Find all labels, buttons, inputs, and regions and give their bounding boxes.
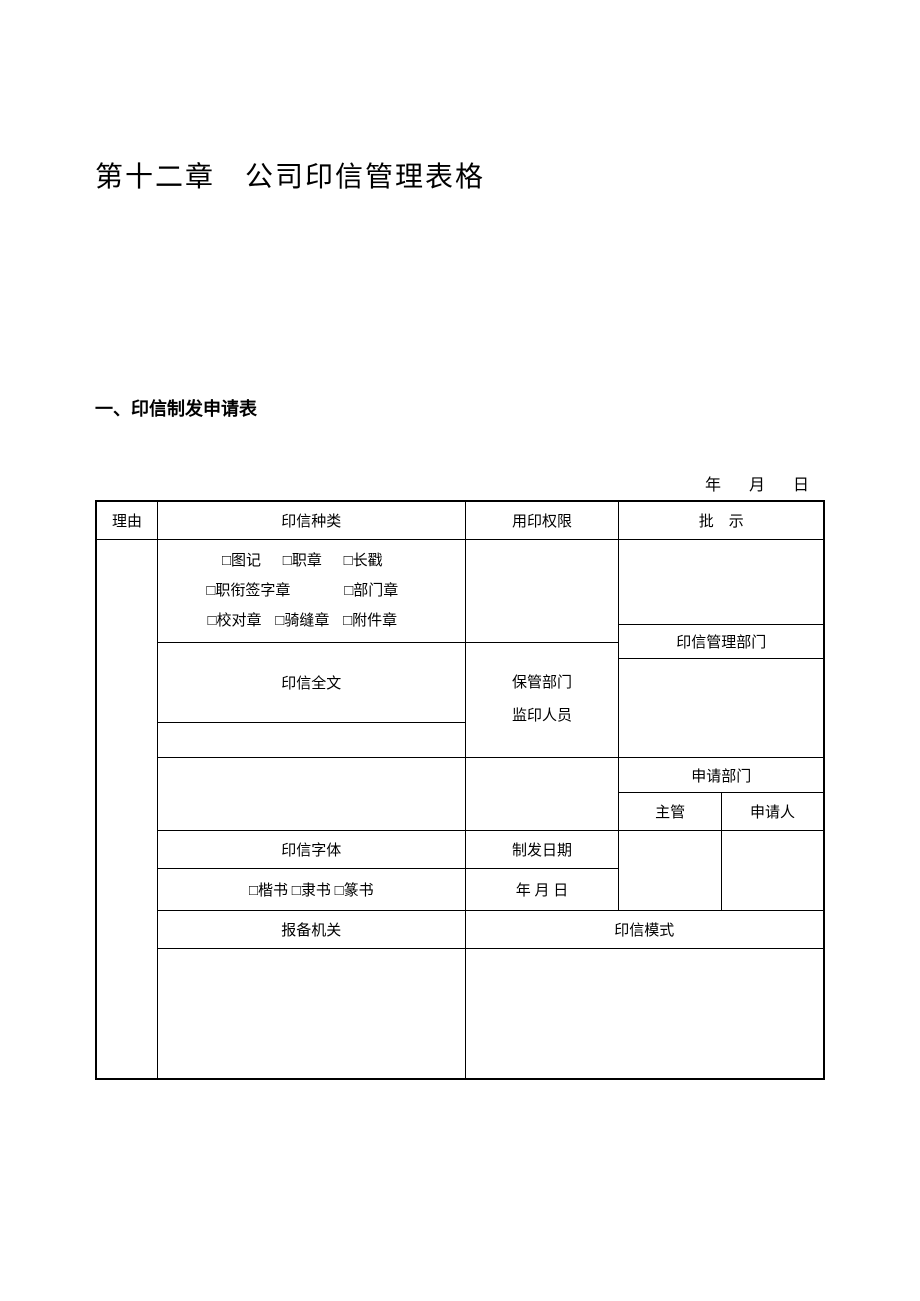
custody-supervisor-cell: 保管部门 监印人员 <box>465 643 619 758</box>
date-label: 年 月 日 <box>95 471 825 495</box>
checkbox-bumen[interactable]: □部门章 <box>344 576 398 606</box>
checkbox-zhuanshu[interactable]: □篆书 <box>335 883 374 899</box>
checkbox-zhizhang[interactable]: □职章 <box>283 546 322 576</box>
apply-dept-label: 申请部门 <box>619 758 824 793</box>
usage-auth-cell <box>465 540 619 643</box>
chapter-title: 第十二章 公司印信管理表格 <box>95 155 825 195</box>
checkbox-line-1: □图记 □职章 □长戳 <box>162 546 461 576</box>
filing-agency-label: 报备机关 <box>158 911 466 949</box>
filing-agency-value-cell <box>158 949 466 1079</box>
header-seal-type: 印信种类 <box>158 501 466 540</box>
checkbox-line-2: □职衔签字章 □部门章 <box>162 576 461 606</box>
reason-cell <box>96 540 158 1079</box>
checkbox-lishu[interactable]: □隶书 <box>292 883 331 899</box>
table-row: 印信字体 制发日期 <box>96 831 824 869</box>
seal-mode-label: 印信模式 <box>465 911 824 949</box>
blank-cell-3 <box>465 758 619 831</box>
supervisor-value-cell <box>619 831 722 911</box>
seal-mgmt-dept-cell: 印信管理部门 <box>619 625 824 659</box>
custody-dept-label: 保管部门 <box>470 667 615 700</box>
table-row: 报备机关 印信模式 <box>96 911 824 949</box>
supervisor-label: 主管 <box>619 793 722 831</box>
table-row <box>96 949 824 1079</box>
seal-types-cell: □图记 □职章 □长戳 □职衔签字章 □部门章 □校对章 □骑缝章 □附件章 <box>158 540 466 643</box>
approval-cell-1 <box>619 540 824 625</box>
checkbox-qifeng[interactable]: □骑缝章 <box>275 606 329 636</box>
header-reason: 理由 <box>96 501 158 540</box>
blank-cell-1 <box>158 723 466 758</box>
applicant-value-cell <box>721 831 824 911</box>
seal-full-text-label: 印信全文 <box>158 643 466 723</box>
checkbox-zhixian[interactable]: □职衔签字章 <box>206 576 290 606</box>
application-form-table: 理由 印信种类 用印权限 批 示 □图记 □职章 □长戳 □职衔签字章 □部门章… <box>95 500 825 1080</box>
issue-date-label: 制发日期 <box>465 831 619 869</box>
checkbox-changchuo[interactable]: □长戳 <box>344 546 383 576</box>
table-row: 申请部门 <box>96 758 824 793</box>
applicant-label: 申请人 <box>721 793 824 831</box>
checkbox-tuji[interactable]: □图记 <box>222 546 261 576</box>
section-title: 一、印信制发申请表 <box>95 395 825 421</box>
checkbox-kaishu[interactable]: □楷书 <box>249 883 288 899</box>
seal-font-label: 印信字体 <box>158 831 466 869</box>
blank-cell-2 <box>158 758 466 831</box>
seal-mode-value-cell <box>465 949 824 1079</box>
table-row: □图记 □职章 □长戳 □职衔签字章 □部门章 □校对章 □骑缝章 □附件章 <box>96 540 824 625</box>
mgmt-blank-cell <box>619 659 824 758</box>
header-usage-auth: 用印权限 <box>465 501 619 540</box>
checkbox-jiaodui[interactable]: □校对章 <box>207 606 261 636</box>
supervisor-person-label: 监印人员 <box>470 700 615 733</box>
header-approval: 批 示 <box>619 501 824 540</box>
document-page: 第十二章 公司印信管理表格 一、印信制发申请表 年 月 日 理由 印信种类 用印… <box>0 0 920 1080</box>
font-options-cell: □楷书 □隶书 □篆书 <box>158 869 466 911</box>
checkbox-fujian[interactable]: □附件章 <box>343 606 397 636</box>
date-ymd-cell: 年 月 日 <box>465 869 619 911</box>
checkbox-line-3: □校对章 □骑缝章 □附件章 <box>162 606 461 636</box>
table-header-row: 理由 印信种类 用印权限 批 示 <box>96 501 824 540</box>
